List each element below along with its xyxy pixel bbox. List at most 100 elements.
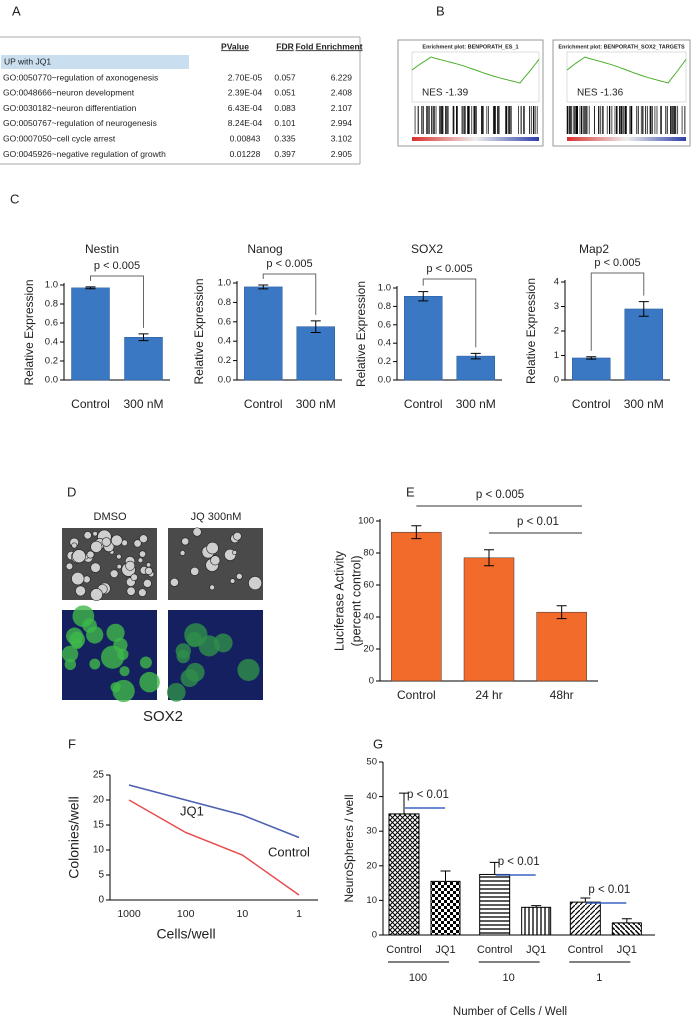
bar — [611, 922, 642, 936]
x-tick-label: 300 nM — [456, 397, 496, 411]
y-tick-label: 60 — [363, 580, 374, 591]
error-bar — [531, 905, 542, 908]
cell-cluster — [229, 578, 236, 584]
cell-cluster — [190, 566, 200, 576]
bar — [124, 337, 163, 381]
cell-cluster — [144, 567, 153, 575]
image-column-label: DMSO — [94, 511, 127, 523]
bar — [536, 611, 587, 682]
y-tick-label: 50 — [366, 757, 377, 768]
cell-cluster — [110, 534, 123, 547]
y-tick-label: 0.0 — [218, 375, 231, 386]
sox2-cell — [110, 682, 121, 693]
significance-bracket — [422, 278, 477, 348]
y-tick-label: 0.0 — [378, 375, 391, 386]
y-axis-label: Relative Expression — [524, 278, 538, 384]
gsea-rank-bar — [567, 137, 686, 141]
cell-cluster — [71, 542, 78, 549]
table-caption-bg — [1, 55, 189, 69]
error-bar — [399, 792, 409, 814]
cell-cluster — [210, 555, 221, 566]
y-axis-label: Relative Expression — [354, 281, 368, 387]
y-tick-label: 0.8 — [378, 301, 391, 312]
table-header: Fold Enrichment — [295, 41, 362, 51]
cell-cluster — [116, 553, 122, 560]
series-label: JQ1 — [526, 944, 546, 956]
gsea-curve — [566, 56, 687, 84]
panel-label: A — [12, 3, 21, 18]
cell-cluster — [209, 584, 215, 591]
x-tick-label: 1000 — [117, 908, 141, 920]
sox2-cell — [237, 658, 260, 681]
bar — [244, 286, 283, 381]
bar — [521, 906, 552, 936]
series-label: JQ1 — [617, 944, 637, 956]
y-tick-label: 0.0 — [45, 375, 58, 386]
bar — [296, 326, 335, 381]
table-cell: 0.335 — [274, 133, 296, 143]
error-bar — [258, 284, 269, 290]
bar — [572, 357, 611, 381]
y-tick-label: 10 — [366, 895, 377, 906]
sox2-cell — [176, 649, 190, 664]
y-tick-label: 3 — [554, 301, 559, 312]
y-tick-label: 0 — [369, 676, 374, 687]
error-bar — [85, 286, 96, 290]
cell-cluster — [72, 549, 86, 564]
y-axis-label: NeuroSpheres / well — [342, 794, 356, 902]
error-bar — [489, 861, 500, 875]
y-tick-label: 100 — [358, 516, 374, 527]
table-cell: GO:0048666~neuron development — [3, 88, 135, 98]
y-tick-label: 25 — [93, 770, 105, 781]
y-tick-label: 40 — [366, 791, 377, 802]
series-label: Control — [386, 944, 421, 956]
cell-cluster — [181, 537, 190, 546]
error-bar — [586, 356, 597, 360]
panel-label: E — [406, 484, 415, 499]
x-tick-label: 100 — [409, 972, 427, 984]
bar — [430, 880, 461, 936]
y-tick-label: 40 — [363, 612, 374, 623]
cell-cluster — [71, 572, 85, 586]
bar — [404, 296, 443, 381]
series-label: Control — [568, 944, 603, 956]
x-axis-label: Cells/well — [156, 926, 215, 942]
table-cell: 2.107 — [331, 103, 353, 113]
x-tick-label: 1 — [596, 972, 602, 984]
series-label: JQ1 — [180, 803, 204, 818]
y-tick-label: 0.4 — [45, 337, 58, 348]
bar — [479, 873, 511, 936]
table-cell: 0.057 — [274, 72, 296, 82]
y-axis-label: Relative Expression — [192, 278, 206, 384]
y-tick-label: 0.8 — [218, 297, 231, 308]
table-cell: 2.994 — [331, 118, 353, 128]
x-axis-label: Number of Cells / Well — [453, 1006, 567, 1018]
error-bar — [638, 301, 649, 317]
cell-cluster — [206, 541, 219, 555]
cell-cluster — [116, 564, 122, 570]
cell-cluster — [90, 562, 101, 573]
error-bar — [621, 918, 632, 923]
gsea-plot-area — [411, 51, 540, 103]
y-tick-label: 0.4 — [218, 336, 231, 347]
y-tick-label: 15 — [93, 820, 105, 831]
y-tick-label: 30 — [366, 826, 377, 837]
table-cell: GO:0030182~neuron differentiation — [3, 103, 137, 113]
significance-label: p < 0.005 — [94, 260, 140, 272]
bar — [391, 531, 442, 682]
cell-cluster — [179, 550, 186, 556]
y-tick-label: 0 — [98, 895, 104, 906]
y-tick-label: 20 — [366, 860, 377, 871]
significance-label: p < 0.01 — [498, 856, 540, 868]
bar — [456, 355, 495, 381]
cell-cluster — [138, 550, 147, 558]
gsea-title: Enrichment plot: BENPORATH_ES_1 — [422, 44, 518, 50]
sox2-cell — [139, 656, 152, 669]
table-cell: 0.397 — [274, 149, 296, 159]
cell-cluster — [139, 534, 148, 544]
cell-cluster — [75, 585, 86, 597]
table-caption: UP with JQ1 — [4, 56, 51, 66]
y-tick-label: 80 — [363, 548, 374, 559]
x-tick-label: 10 — [503, 972, 515, 984]
gsea-curve — [411, 56, 540, 84]
